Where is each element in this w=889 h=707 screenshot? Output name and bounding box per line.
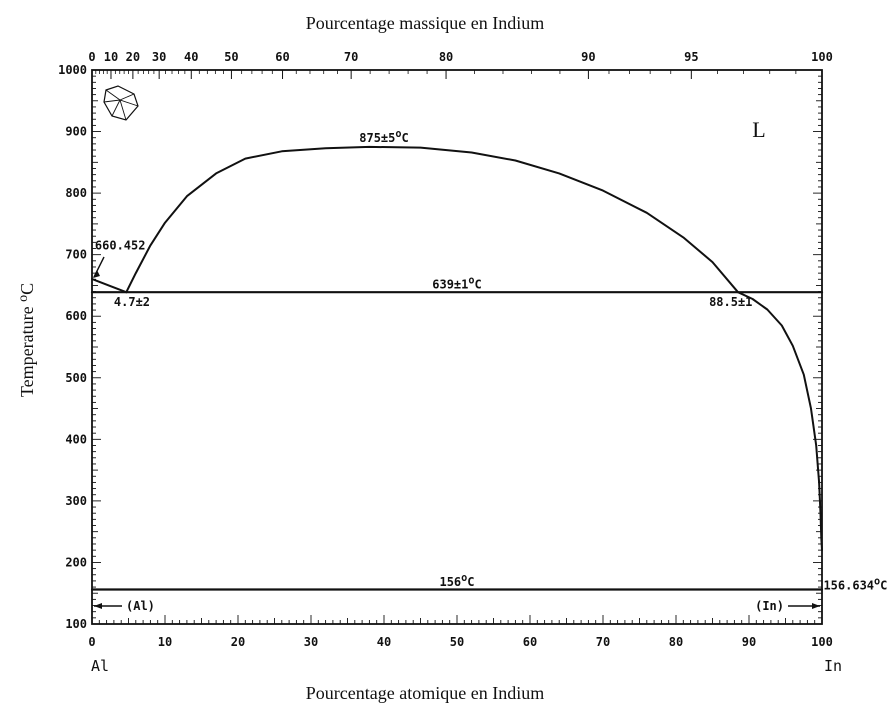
y-tick-label: 200 [65,555,87,569]
tick-marks-layer [91,69,823,625]
top-tick-label: 90 [581,50,595,64]
y-tick-label: 800 [65,186,87,200]
y-tick-label: 600 [65,309,87,323]
annotation-label: 4.7±2 [114,295,150,309]
y-tick-label: 500 [65,371,87,385]
liquidus_right-line [737,291,823,552]
axis-end-label-in: In [824,657,842,675]
annotation-label: 156.634oC [823,577,887,593]
y-tick-label: 700 [65,248,87,262]
annotation-label: 88.5±1 [709,295,752,309]
x-tick-label: 40 [377,635,391,649]
x-tick-label: 90 [742,635,756,649]
top-tick-label: 10 [104,50,118,64]
x-tick-label: 80 [669,635,683,649]
crystal-logo-facets [103,89,139,121]
top-tick-label: 50 [224,50,238,64]
x-tick-label: 100 [811,635,833,649]
phase-label-liquid: L [752,117,765,142]
in-phase-label: (In) [755,599,784,613]
x-tick-label: 30 [304,635,318,649]
annotation-label: 156oC [439,573,474,589]
x-tick-label: 10 [158,635,172,649]
x-tick-label: 0 [88,635,95,649]
y-tick-label: 100 [65,617,87,631]
axis-end-label-al: Al [91,657,109,675]
liquidus_left-line [91,278,128,294]
top-tick-label: 20 [126,50,140,64]
x-tick-label: 60 [523,635,537,649]
y-tick-label: 900 [65,125,87,139]
top-tick-label: 40 [184,50,198,64]
plot-frame-layer [91,69,823,625]
y-axis-title: Temperature oC [16,283,37,397]
x-tick-label: 70 [596,635,610,649]
crystal-logo-outline [103,85,139,121]
top-tick-label: 30 [152,50,166,64]
top-tick-label: 80 [439,50,453,64]
miscibility_gap-line [125,145,739,294]
top-tick-label: 70 [344,50,358,64]
y-tick-label: 1000 [58,63,87,77]
y-tick-label: 400 [65,432,87,446]
top-axis-title: Pourcentage massique en Indium [306,13,544,33]
x-tick-label: 50 [450,635,464,649]
top-tick-label: 0 [88,50,95,64]
al-phase-label: (Al) [126,599,155,613]
annotation-label: 875±5oC [359,129,409,145]
top-tick-label: 60 [275,50,289,64]
top-tick-label: 95 [684,50,698,64]
in-phase-arrowhead [812,603,820,609]
al-phase-arrowhead [94,603,102,609]
annotation-label: 639±1oC [432,276,482,292]
y-tick-label: 300 [65,494,87,508]
labels-layer: 0 10 20 30 40 50 60 70 80 90 100100200300400500600… [16,13,887,703]
x-axis-title: Pourcentage atomique en Indium [306,683,544,703]
melting-point-arrowhead [93,270,100,279]
crystal-logo [103,85,139,121]
curves-layer [90,145,824,609]
annotation-label: 660.452 [95,239,146,253]
x-tick-label: 20 [231,635,245,649]
plot-frame [91,69,823,625]
top-tick-label: 100 [811,50,833,64]
